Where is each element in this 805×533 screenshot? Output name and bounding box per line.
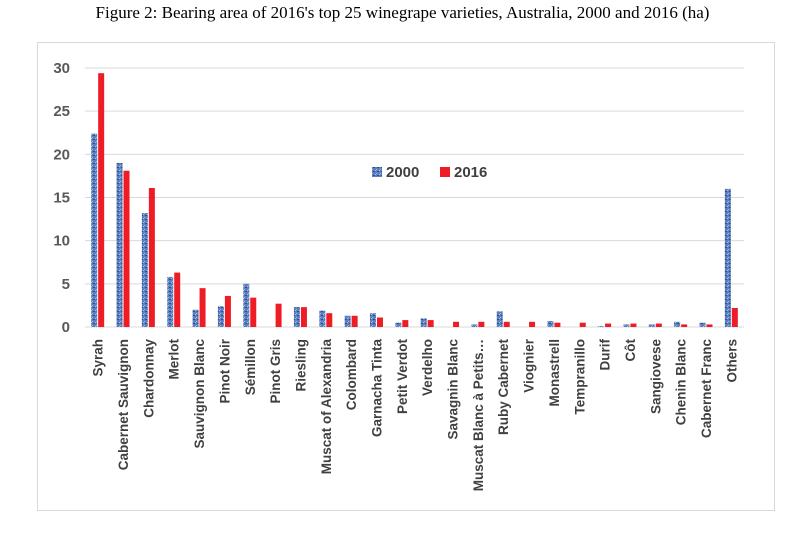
x-category-label: Durif (598, 339, 613, 371)
bar-2000-24 (699, 322, 706, 327)
x-category-label: Chardonnay (141, 339, 156, 418)
x-category-label: Pinot Gris (268, 339, 283, 404)
x-category-label: Cabernet Sauvignon (116, 339, 131, 470)
bar-2000-9 (319, 310, 326, 327)
bar-2000-3 (167, 276, 174, 327)
bar-2000-5 (217, 306, 224, 327)
y-tick-label: 0 (62, 319, 70, 336)
x-category-label: Sémillon (243, 339, 258, 395)
bar-2016-20 (605, 323, 612, 327)
gridlines (85, 67, 744, 328)
bar-2016-14 (453, 321, 460, 327)
bar-2016-13 (427, 320, 434, 327)
bar-2000-11 (369, 313, 376, 327)
bar-2000-13 (420, 318, 427, 327)
bar-2000-10 (344, 315, 351, 327)
y-tick-label: 20 (53, 146, 70, 163)
bar-2016-0 (98, 73, 105, 328)
bar-2016-19 (579, 322, 586, 327)
bar-2000-1 (116, 162, 123, 327)
x-category-label: Merlot (167, 338, 182, 379)
bar-2016-4 (199, 288, 206, 327)
bar-2016-18 (554, 322, 561, 327)
x-axis-labels: Syrah Cabernet Sauvignon Chardonnay Merlot S… (91, 338, 740, 491)
bar-2000-8 (293, 307, 300, 327)
bar-2000-15 (471, 324, 478, 327)
x-category-label: Others (724, 339, 739, 383)
bar-2016-23 (681, 324, 688, 327)
bar-2016-16 (503, 321, 510, 327)
bars (91, 73, 738, 328)
x-category-label: Ruby Cabernet (496, 339, 511, 436)
x-category-label: Syrah (91, 339, 106, 377)
bar-2016-22 (655, 323, 662, 327)
bar-2016-12 (402, 320, 409, 327)
x-category-label: Côt (623, 339, 638, 362)
bar-2000-16 (496, 311, 503, 327)
y-tick-label: 10 (53, 233, 70, 250)
bar-2016-2 (148, 188, 155, 327)
y-tick-label: 30 (53, 60, 70, 77)
bar-2016-17 (529, 321, 536, 327)
bar-2000-21 (623, 324, 630, 327)
y-axis-ticks: 0 5 10 15 20 25 30 (53, 60, 70, 336)
bar-2016-24 (706, 324, 713, 327)
bar-2000-23 (674, 321, 681, 327)
bar-2016-6 (250, 297, 257, 327)
chart-area: 0 5 10 15 20 25 30 Syrah Cabernet Sauvignon Char… (37, 42, 775, 511)
legend-swatch-2000 (372, 167, 382, 177)
bar-2016-8 (300, 307, 307, 327)
x-category-label: Verdelho (420, 339, 435, 396)
x-category-label: Tempranillo (572, 339, 587, 415)
y-tick-label: 15 (53, 190, 70, 207)
bar-2016-7 (275, 303, 282, 327)
x-category-label: Riesling (293, 339, 308, 392)
x-category-label: Sangiovese (648, 339, 663, 415)
figure-title: Figure 2: Bearing area of 2016's top 25 … (95, 3, 710, 22)
bar-chart: 0 5 10 15 20 25 30 Syrah Cabernet Sauvignon Char… (53, 60, 744, 491)
bar-2016-9 (326, 313, 333, 327)
x-category-label: Petit Verdot (395, 338, 410, 414)
bar-2016-11 (376, 317, 383, 327)
legend: 2000 2016 (372, 164, 487, 181)
bar-2000-2 (141, 213, 148, 327)
x-category-label: Pinot Noir (217, 338, 232, 403)
bar-2016-21 (630, 323, 637, 327)
x-category-label: Savagnin Blanc (446, 339, 461, 440)
legend-swatch-2016 (440, 167, 450, 177)
bar-2016-5 (224, 295, 231, 327)
x-category-label: Sauvignon Blanc (192, 339, 207, 449)
bar-2016-25 (731, 308, 738, 327)
bar-2016-10 (351, 315, 358, 327)
x-category-label: Monastrell (547, 339, 562, 407)
bar-2000-4 (192, 309, 199, 327)
y-tick-label: 25 (53, 103, 70, 120)
bar-2000-6 (243, 283, 250, 327)
x-category-label: Muscat of Alexandria (319, 339, 334, 475)
y-tick-label: 5 (62, 276, 70, 293)
x-category-label: Chenin Blanc (674, 339, 689, 426)
legend-label-2000: 2000 (386, 164, 419, 181)
bar-2000-12 (395, 322, 402, 327)
bar-2000-20 (598, 326, 605, 327)
bar-2016-1 (123, 170, 130, 327)
bar-2000-0 (91, 133, 98, 327)
bar-2000-18 (547, 320, 554, 327)
bar-2000-22 (648, 324, 655, 327)
x-category-label: Viognier (522, 338, 537, 393)
bar-2016-3 (174, 272, 181, 327)
x-category-label: Cabernet Franc (699, 339, 714, 439)
bar-2000-25 (724, 188, 731, 327)
bar-2016-15 (478, 321, 485, 327)
x-category-label: Muscat Blanc à Petits… (471, 339, 486, 491)
x-category-label: Garnacha Tinta (369, 339, 384, 438)
legend-label-2016: 2016 (454, 164, 487, 181)
x-category-label: Colombard (344, 339, 359, 410)
